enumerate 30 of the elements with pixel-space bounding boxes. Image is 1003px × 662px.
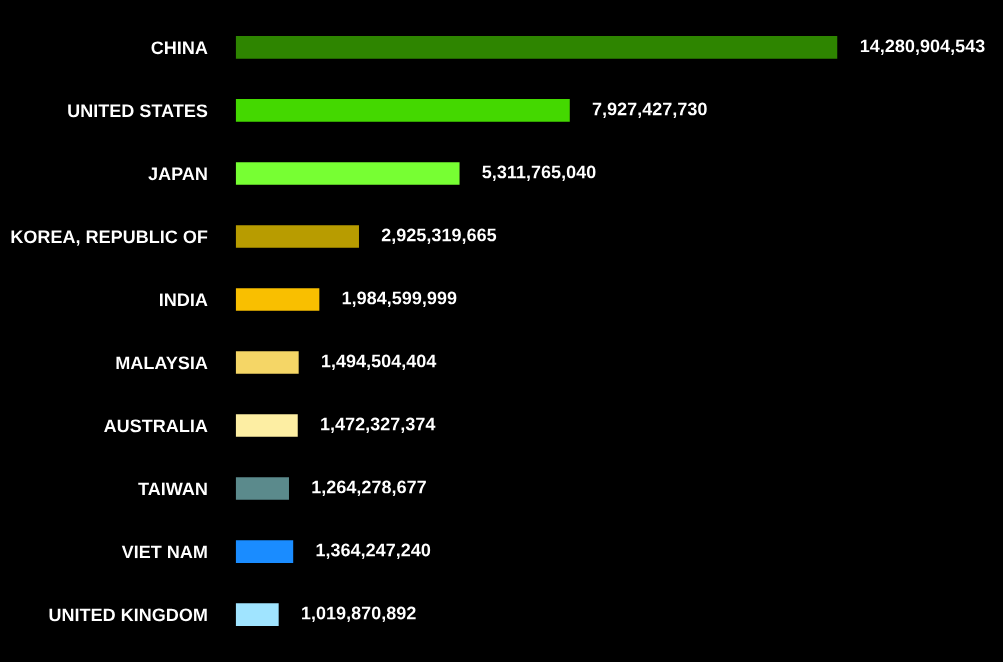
data-label: 1,494,504,404 (322, 354, 437, 370)
bar (235, 162, 460, 185)
y-tick-label: UNITED STATES (68, 104, 208, 118)
bar (235, 540, 294, 563)
data-label: 1,472,327,374 (321, 417, 436, 433)
y-tick-label: VIET NAM (121, 545, 207, 559)
y-tick-label: AUSTRALIA (104, 419, 208, 433)
y-tick-label: CHINA (151, 41, 208, 55)
bar (235, 351, 299, 374)
data-label: 2,925,319,665 (381, 228, 497, 244)
data-label: 1,019,870,892 (302, 606, 416, 623)
y-tick-label: JAPAN (148, 167, 207, 181)
data-label: 1,264,278,677 (312, 480, 426, 496)
y-tick-label: INDIA (159, 293, 208, 307)
bar (235, 288, 320, 311)
bar (235, 414, 298, 437)
bar (235, 477, 289, 500)
y-tick-label: UNITED KINGDOM (49, 608, 207, 622)
bar (235, 36, 838, 59)
data-label: 14,280,904,543 (860, 39, 985, 55)
bar (235, 603, 279, 626)
data-label: 1,984,599,999 (342, 291, 457, 307)
data-label: 5,311,765,040 (482, 165, 596, 181)
bar (235, 99, 570, 122)
data-label: 1,364,247,240 (316, 543, 431, 559)
bar (235, 225, 359, 248)
y-tick-label: TAIWAN (138, 482, 207, 496)
y-tick-label: MALAYSIA (116, 356, 208, 370)
data-label: 7,927,427,730 (592, 102, 707, 118)
y-tick-label: KOREA, REPUBLIC OF (11, 230, 208, 246)
